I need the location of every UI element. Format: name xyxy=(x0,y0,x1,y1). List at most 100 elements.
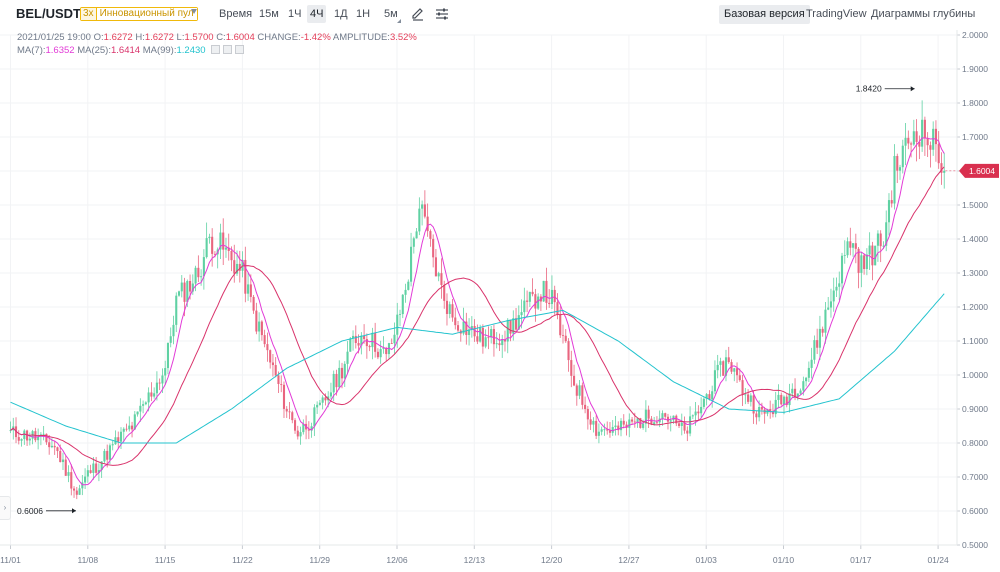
candle-body xyxy=(432,238,435,258)
candle-body xyxy=(37,436,40,441)
interval-5m[interactable]: 5м xyxy=(384,8,398,20)
candle-body xyxy=(904,137,907,146)
candle-body xyxy=(177,291,181,296)
high-value: 1.6272 xyxy=(144,32,174,43)
candle-body xyxy=(542,280,545,302)
candle-body xyxy=(553,289,556,303)
candle-body xyxy=(647,409,650,419)
candle-body xyxy=(412,238,415,247)
interval-4h[interactable]: 4Ч xyxy=(307,5,327,23)
candle-body xyxy=(324,397,327,401)
candle-body xyxy=(631,419,634,422)
extreme-price-label: 0.6006 xyxy=(17,506,43,516)
y-tick-label: 1.7000 xyxy=(962,132,988,142)
candle-body xyxy=(125,428,128,430)
candle-body xyxy=(650,418,653,425)
candle-body xyxy=(238,263,241,271)
y-tick-label: 1.5000 xyxy=(962,200,988,210)
candle-body xyxy=(434,257,437,277)
candle-body xyxy=(821,328,824,333)
y-tick-label: 0.7000 xyxy=(962,472,988,482)
candle-body xyxy=(316,404,319,408)
candle-body xyxy=(824,309,827,333)
candle-body xyxy=(133,414,136,430)
candle-body xyxy=(617,425,620,431)
candle-body xyxy=(67,472,70,476)
view-tab-basic[interactable]: Базовая версия xyxy=(719,5,810,24)
candle-body xyxy=(785,396,788,406)
candle-body xyxy=(56,447,59,452)
candle-body xyxy=(224,247,228,250)
candle-body xyxy=(247,284,250,294)
y-tick-label: 1.0000 xyxy=(962,370,988,380)
candle-body xyxy=(675,415,678,424)
candle-body xyxy=(222,232,225,250)
y-tick-label: 0.6000 xyxy=(962,506,988,516)
interval-15m[interactable]: 15м xyxy=(259,8,279,20)
candle-body xyxy=(128,425,131,430)
candle-body xyxy=(456,325,460,331)
time-button[interactable]: Время xyxy=(219,8,253,20)
x-tick-label: 12/06 xyxy=(386,555,408,565)
interval-1w[interactable]: 1Н xyxy=(356,8,371,20)
candle-body xyxy=(813,340,816,360)
candle-body xyxy=(807,367,810,378)
candle-body xyxy=(849,241,852,248)
candle-body xyxy=(838,283,841,287)
candle-body xyxy=(700,406,703,414)
candle-body xyxy=(70,472,73,489)
candle-body xyxy=(269,350,272,363)
candle-body xyxy=(633,421,636,423)
candle-body xyxy=(534,294,537,309)
candle-body xyxy=(716,364,719,371)
eye-icon[interactable] xyxy=(211,45,221,54)
settings-sliders-icon[interactable] xyxy=(434,6,450,22)
candle-body xyxy=(885,222,888,246)
candle-body xyxy=(205,238,208,258)
x-tick-label: 11/08 xyxy=(77,555,98,565)
expand-panel-handle[interactable]: › xyxy=(0,496,11,520)
arrow-head-icon xyxy=(910,86,915,92)
candle-body xyxy=(20,439,23,441)
candle-body xyxy=(45,433,48,443)
pencil-icon[interactable] xyxy=(410,6,426,22)
x-tick-label: 11/15 xyxy=(155,555,176,565)
candle-body xyxy=(550,289,553,305)
interval-1h[interactable]: 1Ч xyxy=(288,8,302,20)
interval-1d[interactable]: 1Д xyxy=(334,8,348,20)
candle-body xyxy=(26,430,29,441)
view-tab-tradingview[interactable]: TradingView xyxy=(806,8,867,20)
candle-body xyxy=(934,128,937,145)
zone-badge[interactable]: 3x Инновационный пул xyxy=(80,7,198,21)
candle-body xyxy=(484,337,487,347)
more-intervals-icon[interactable] xyxy=(397,19,401,23)
candle-body xyxy=(575,385,578,396)
candle-body xyxy=(48,442,51,448)
candle-body xyxy=(429,231,432,239)
close-icon[interactable] xyxy=(235,45,245,54)
candle-body xyxy=(448,304,451,314)
candle-body xyxy=(940,163,943,173)
chevron-down-icon[interactable] xyxy=(191,9,197,14)
candle-body xyxy=(468,329,471,335)
candle-body xyxy=(556,302,559,315)
candle-body xyxy=(636,418,639,423)
candle-body xyxy=(697,411,700,414)
y-tick-label: 1.2000 xyxy=(962,302,988,312)
gear-icon[interactable] xyxy=(223,45,233,54)
candle-body xyxy=(194,267,197,284)
candle-body xyxy=(843,255,846,257)
candle-body xyxy=(81,482,84,489)
candle-body xyxy=(72,488,76,491)
view-tab-depth[interactable]: Диаграммы глубины xyxy=(871,8,976,20)
candle-body xyxy=(771,412,774,415)
candle-body xyxy=(741,380,744,395)
candle-body xyxy=(523,300,526,313)
candle-body xyxy=(271,362,274,366)
close-label: C: xyxy=(216,32,226,43)
candle-body xyxy=(686,430,689,434)
candle-body xyxy=(915,131,918,142)
candle-body xyxy=(244,259,247,294)
candle-body xyxy=(407,281,410,290)
